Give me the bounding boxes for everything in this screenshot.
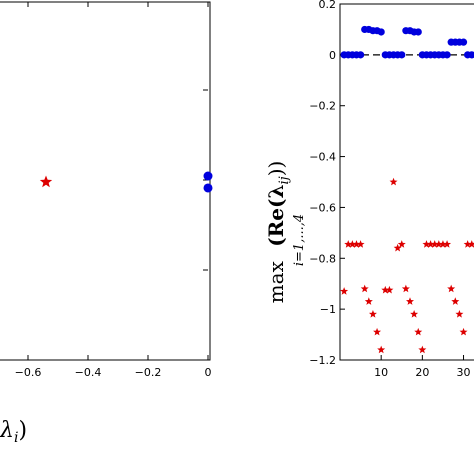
right-circle-point bbox=[459, 38, 468, 46]
right-star-point bbox=[410, 310, 419, 318]
right-y-tick-label: −0.2 bbox=[309, 100, 336, 113]
right-star-point bbox=[385, 285, 394, 294]
right-star-point bbox=[451, 297, 460, 305]
right-star-point bbox=[455, 310, 464, 318]
right-star-point bbox=[356, 240, 365, 248]
left-x-axis-label-close: ) bbox=[18, 418, 27, 443]
right-star-point bbox=[471, 242, 474, 248]
right-circle-point bbox=[356, 51, 365, 59]
right-star-point bbox=[430, 240, 439, 248]
right-circle-point bbox=[468, 51, 474, 59]
left-x-axis-label-symbol: λ bbox=[0, 418, 14, 443]
right-star-point bbox=[397, 240, 406, 248]
right-y-label-max: max bbox=[264, 260, 288, 303]
right-y-tick-label: −0.6 bbox=[309, 201, 336, 214]
left-circle-point bbox=[203, 183, 213, 193]
right-star-point bbox=[406, 297, 414, 305]
right-star-point bbox=[467, 240, 474, 248]
right-star-point bbox=[381, 285, 390, 294]
right-y-label-close: )) bbox=[264, 161, 288, 177]
right-circle-point bbox=[398, 51, 406, 59]
right-star-point bbox=[393, 243, 402, 252]
right-x-tick-label: 10 bbox=[374, 366, 388, 379]
right-star-point bbox=[422, 240, 431, 248]
right-x-ticks: 10 20 30 bbox=[374, 355, 471, 379]
right-circle-point bbox=[414, 28, 422, 36]
right-star-point bbox=[389, 177, 398, 186]
right-y-tick-label: 0.2 bbox=[319, 0, 337, 11]
left-x-axis-label-subscript: i bbox=[14, 430, 18, 446]
right-star-point bbox=[447, 284, 456, 293]
right-star-point bbox=[360, 284, 369, 293]
left-circle-point bbox=[203, 171, 213, 181]
right-star-point bbox=[352, 240, 361, 248]
right-star-point bbox=[364, 297, 373, 305]
right-star-point bbox=[463, 240, 472, 248]
left-panel: −0.6 −0.4 −0.2 0 λi) bbox=[0, 1, 213, 446]
svg-text:max (Re(λij)): max (Re(λij)) bbox=[264, 161, 292, 304]
right-panel: 0.2 0 −0.2 −0.4 −0.6 −0.8 −1 −1.2 10 20 30 max (R… bbox=[264, 0, 474, 379]
right-star-point bbox=[438, 240, 447, 248]
right-axes-box bbox=[339, 3, 474, 361]
right-plot-marks bbox=[340, 25, 474, 354]
right-star-point bbox=[443, 240, 452, 248]
right-y-tick-label: −1.2 bbox=[309, 354, 336, 367]
right-star-point bbox=[344, 240, 353, 248]
right-star-point bbox=[426, 240, 435, 248]
right-star-point bbox=[434, 240, 443, 248]
right-circle-point bbox=[443, 51, 451, 59]
right-star-point bbox=[459, 327, 468, 336]
right-star-point bbox=[340, 287, 349, 295]
left-x-tick-label: −0.6 bbox=[15, 366, 42, 379]
right-star-point bbox=[348, 240, 357, 248]
right-y-axis-label: max (Re(λij)) i=1,...,4 bbox=[264, 161, 307, 304]
left-x-axis-label: λi) bbox=[0, 418, 27, 446]
right-y-label-max-sub: i=1,...,4 bbox=[292, 214, 307, 266]
right-y-tick-label: 0 bbox=[329, 49, 336, 62]
right-star-point bbox=[373, 327, 382, 336]
right-y-tick-label: −0.4 bbox=[309, 151, 336, 164]
right-star-point bbox=[418, 345, 427, 354]
right-star-point bbox=[368, 310, 377, 318]
right-circle-point bbox=[377, 28, 385, 36]
left-x-tick-label: −0.4 bbox=[75, 366, 102, 379]
right-x-tick-label: 20 bbox=[415, 366, 429, 379]
right-y-label-text: (Re(λ bbox=[264, 184, 288, 246]
right-star-point bbox=[401, 284, 410, 293]
left-star-point bbox=[39, 175, 53, 188]
left-x-tick-label: −0.2 bbox=[135, 366, 162, 379]
right-star-point bbox=[414, 327, 423, 336]
right-y-ticks: 0.2 0 −0.2 −0.4 −0.6 −0.8 −1 −1.2 bbox=[309, 0, 345, 367]
left-axes-box bbox=[0, 1, 211, 361]
left-x-tick-label: 0 bbox=[205, 366, 212, 379]
left-plot-marks bbox=[39, 171, 213, 193]
right-y-tick-label: −0.8 bbox=[309, 252, 336, 265]
right-y-label-subscript: ij bbox=[277, 176, 292, 184]
left-x-ticks: −0.6 −0.4 −0.2 0 bbox=[15, 2, 212, 379]
right-x-tick-label: 30 bbox=[457, 366, 471, 379]
right-star-point bbox=[377, 345, 386, 354]
right-y-tick-label: −1 bbox=[320, 303, 336, 316]
